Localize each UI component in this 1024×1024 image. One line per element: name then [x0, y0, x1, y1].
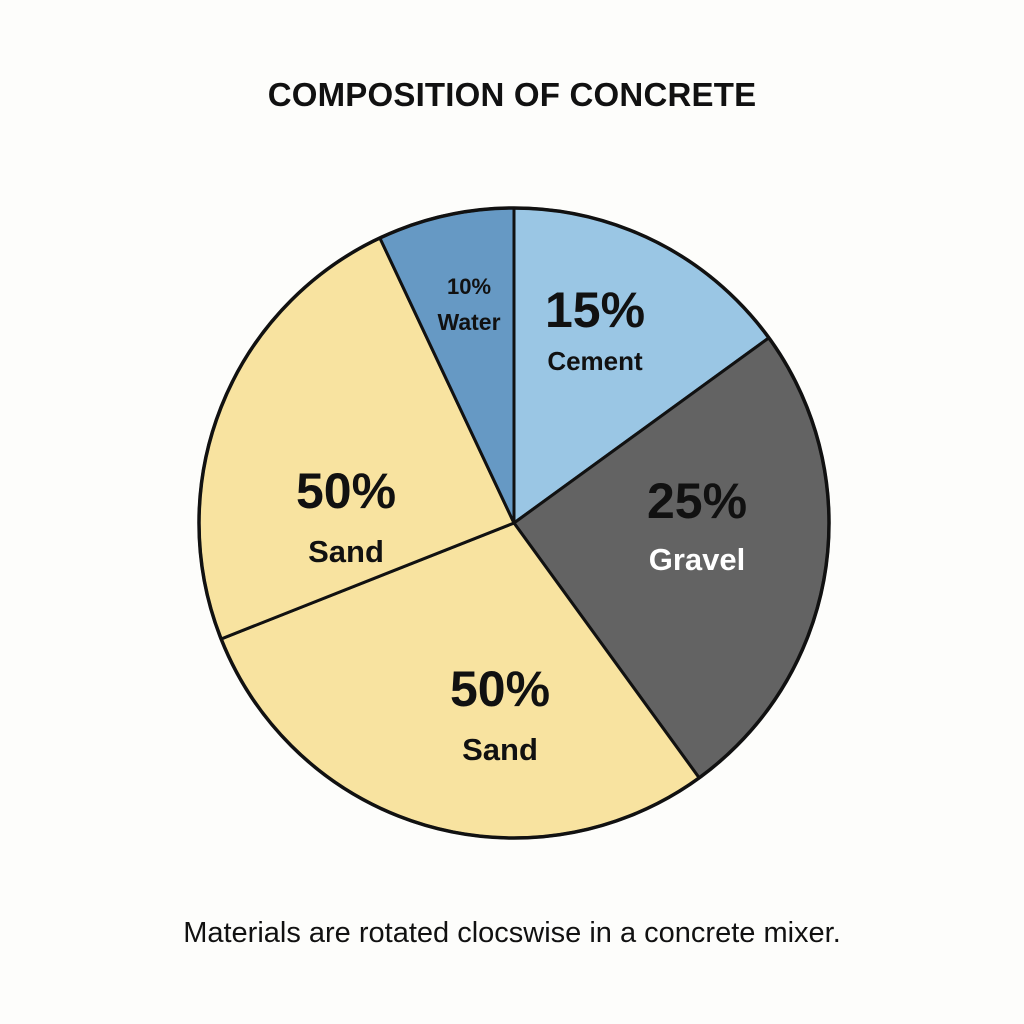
slice-percent-label: 50%: [296, 463, 396, 519]
slice-percent-label: 15%: [545, 282, 645, 338]
slice-percent-label: 50%: [450, 661, 550, 717]
slice-name-label: Sand: [308, 534, 384, 569]
slice-name-label: Sand: [462, 732, 538, 767]
pie-outline: [197, 206, 831, 840]
slice-name-label: Water: [437, 309, 500, 335]
slice-percent-label: 10%: [447, 274, 491, 299]
slice-name-label: Gravel: [649, 542, 746, 577]
slice-percent-label: 25%: [647, 473, 747, 529]
chart-title: COMPOSITION OF CONCRETE: [267, 76, 757, 113]
chart-caption: Materials are rotated clocswise in a con…: [183, 917, 841, 949]
slice-name-label: Cement: [547, 346, 643, 376]
